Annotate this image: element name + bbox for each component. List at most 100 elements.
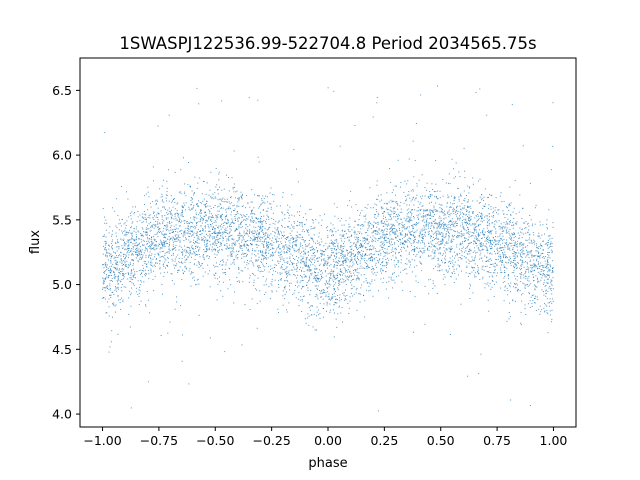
data-point [393, 228, 395, 229]
data-point [255, 237, 257, 238]
data-point [402, 289, 404, 291]
data-point [150, 260, 152, 262]
data-point [483, 234, 485, 236]
data-point [105, 242, 107, 244]
data-point [277, 247, 279, 248]
data-point [163, 263, 165, 265]
data-point [314, 249, 316, 251]
data-point [376, 251, 378, 252]
data-point [472, 213, 474, 214]
data-point [207, 235, 209, 237]
data-point [390, 227, 392, 229]
data-point [488, 260, 490, 262]
data-point [438, 224, 440, 226]
data-point [392, 251, 394, 252]
data-point [234, 245, 236, 246]
data-point [293, 248, 295, 250]
data-point [235, 191, 237, 193]
data-point [170, 273, 172, 275]
data-point [125, 254, 127, 256]
data-point [161, 251, 163, 252]
data-point [217, 250, 219, 252]
data-point [309, 278, 311, 280]
data-point [178, 257, 180, 259]
data-point [201, 212, 203, 214]
data-point [540, 253, 542, 255]
data-point [473, 229, 475, 231]
data-point [393, 189, 394, 191]
data-point [439, 215, 441, 217]
data-point [528, 284, 530, 286]
data-point [494, 209, 496, 211]
data-point [376, 198, 377, 200]
data-point [530, 283, 532, 285]
data-point [206, 201, 208, 203]
data-point [244, 234, 246, 236]
data-point [371, 279, 373, 281]
data-point [141, 244, 143, 246]
data-point [208, 258, 210, 259]
data-point [109, 270, 111, 272]
data-point [179, 219, 181, 221]
data-point [481, 194, 483, 196]
data-point [424, 228, 426, 230]
data-point [523, 233, 525, 235]
data-point [435, 222, 437, 223]
data-point [264, 252, 266, 254]
data-point [425, 225, 427, 227]
data-point [336, 239, 338, 241]
data-point [215, 168, 217, 169]
data-point [412, 225, 414, 227]
data-point [428, 245, 430, 247]
data-point [142, 221, 144, 223]
data-point [214, 239, 216, 241]
data-point [144, 219, 146, 220]
data-point [123, 240, 124, 241]
data-point [500, 250, 502, 251]
data-point [494, 266, 496, 268]
data-point [380, 241, 382, 243]
data-point [165, 259, 167, 261]
data-point [224, 201, 226, 203]
data-point [307, 289, 309, 291]
data-point [433, 211, 435, 213]
data-point [319, 313, 321, 315]
data-point [157, 231, 159, 233]
data-point [380, 270, 381, 272]
data-point [463, 227, 465, 229]
data-point [387, 228, 388, 230]
data-point [510, 213, 512, 215]
data-point [300, 259, 302, 261]
data-point [133, 246, 135, 248]
data-point [296, 263, 298, 265]
data-point [258, 259, 259, 261]
data-point [396, 221, 398, 223]
data-point [410, 231, 412, 233]
data-point [520, 322, 522, 324]
data-point [335, 258, 337, 260]
data-point [512, 261, 514, 263]
data-point [177, 254, 179, 256]
data-point [265, 223, 267, 224]
data-point [314, 272, 316, 274]
data-point [319, 317, 321, 319]
data-point [425, 209, 427, 211]
data-point [457, 234, 459, 236]
data-point [218, 205, 220, 207]
data-point [184, 204, 186, 206]
data-point [518, 237, 520, 239]
data-point [390, 181, 392, 183]
data-point [130, 272, 132, 274]
data-point [317, 260, 319, 262]
data-point [408, 252, 410, 254]
data-point [519, 234, 521, 236]
data-point [495, 240, 497, 242]
data-point [139, 286, 141, 288]
data-point [127, 198, 129, 200]
data-point [427, 196, 429, 198]
data-point [509, 228, 511, 230]
data-point [430, 217, 432, 219]
data-point [550, 241, 552, 243]
data-point [472, 211, 474, 212]
data-point [489, 245, 490, 247]
